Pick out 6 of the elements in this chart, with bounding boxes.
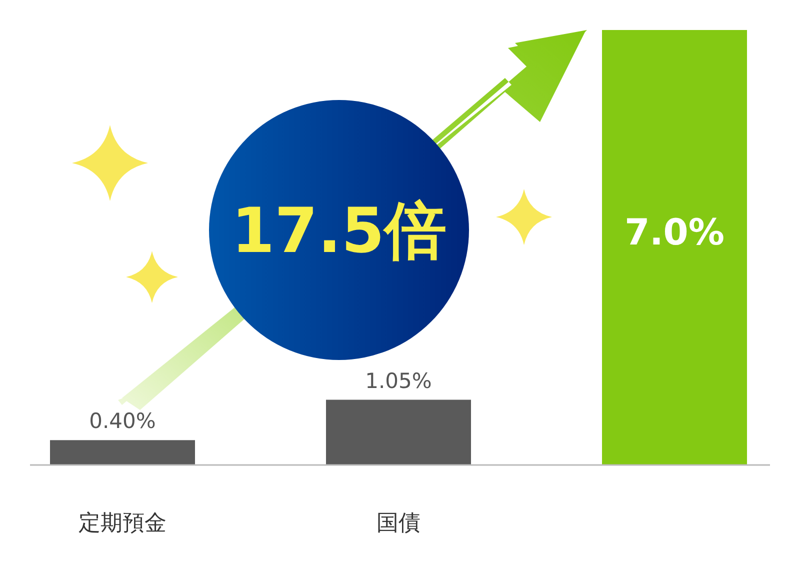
data-label: 1.05%	[365, 368, 432, 393]
data-label: 7.0%	[624, 212, 724, 254]
data-label: 0.40%	[89, 409, 156, 434]
annotation: 17.5倍	[232, 194, 446, 267]
x-tick-label: 定期預金	[78, 511, 166, 536]
x-tick-label: 国債	[376, 511, 420, 536]
